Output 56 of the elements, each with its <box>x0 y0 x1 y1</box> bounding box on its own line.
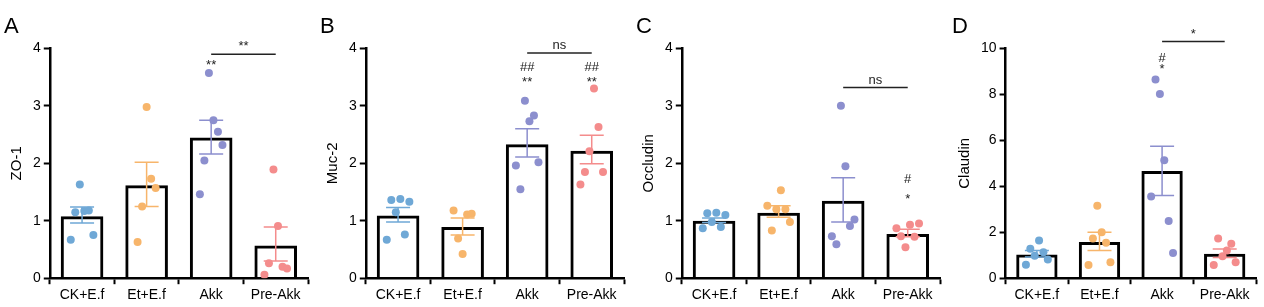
y-tick-label: 1 <box>32 211 41 228</box>
annotation: ** <box>238 38 249 54</box>
y-tick-label: 2 <box>348 154 357 171</box>
annotation: ** <box>586 74 597 89</box>
text: * <box>1190 25 1196 41</box>
annotation: ** <box>522 74 533 89</box>
y-tick-label: 3 <box>348 96 357 113</box>
annotation: # <box>904 170 913 186</box>
y-tick-label: 1 <box>664 211 673 228</box>
x-tick-label: CK+E.f <box>691 286 737 303</box>
annotation: ## <box>519 59 536 75</box>
x-tick-label: Akk <box>199 286 224 303</box>
x-tick-label: Et+E.f <box>127 286 166 303</box>
y-tick-label: 2 <box>664 154 673 171</box>
x-tick-label: Akk <box>515 286 540 303</box>
y-axis-title: Claudin <box>955 137 973 189</box>
y-tick-label: 4 <box>988 177 997 194</box>
y-axis-title: Muc-2 <box>323 142 341 185</box>
x-tick-label: Akk <box>831 286 856 303</box>
x-tick-label: Pre-Akk <box>1199 286 1251 303</box>
y-axis-title: ZO-1 <box>7 146 25 181</box>
y-tick-label: 0 <box>348 269 357 286</box>
y-tick-label: 4 <box>32 39 41 56</box>
annotation: ns <box>552 37 567 53</box>
chart-title: D <box>952 13 968 39</box>
y-tick-label: 4 <box>664 39 673 56</box>
y-tick-label: 8 <box>988 85 997 102</box>
chart-title: C <box>636 13 652 39</box>
annotation: * <box>905 191 911 207</box>
y-tick-label: 4 <box>348 39 357 56</box>
y-tick-label: 1 <box>348 211 357 228</box>
y-tick-label: 0 <box>988 269 997 286</box>
x-tick-label: CK+E.f <box>1014 286 1060 303</box>
x-tick-label: Et+E.f <box>443 286 482 303</box>
x-tick-label: Pre-Akk <box>566 286 618 303</box>
y-tick-label: 2 <box>988 223 997 240</box>
annotation: ## <box>584 59 600 75</box>
y-tick-label: 3 <box>664 96 673 113</box>
annotation: ** <box>206 56 217 72</box>
x-tick-label: CK+E.f <box>59 286 105 303</box>
x-tick-label: Et+E.f <box>1080 286 1119 303</box>
y-axis-title: Occludin <box>639 134 657 193</box>
annotation: ns <box>868 71 883 87</box>
y-tick-label: 0 <box>32 269 41 286</box>
y-tick-label: 10 <box>980 39 997 56</box>
y-tick-label: 3 <box>32 96 41 113</box>
y-tick-label: 0 <box>664 269 673 286</box>
x-tick-label: Et+E.f <box>759 286 798 303</box>
y-tick-label: 6 <box>988 131 997 148</box>
chart-title: A <box>4 13 19 39</box>
x-tick-label: Akk <box>1150 286 1175 303</box>
y-tick-label: 2 <box>32 154 41 171</box>
x-tick-label: Pre-Akk <box>250 286 302 303</box>
x-tick-label: CK+E.f <box>375 286 421 303</box>
x-tick-label: Pre-Akk <box>882 286 934 303</box>
chart-title: B <box>320 13 335 39</box>
